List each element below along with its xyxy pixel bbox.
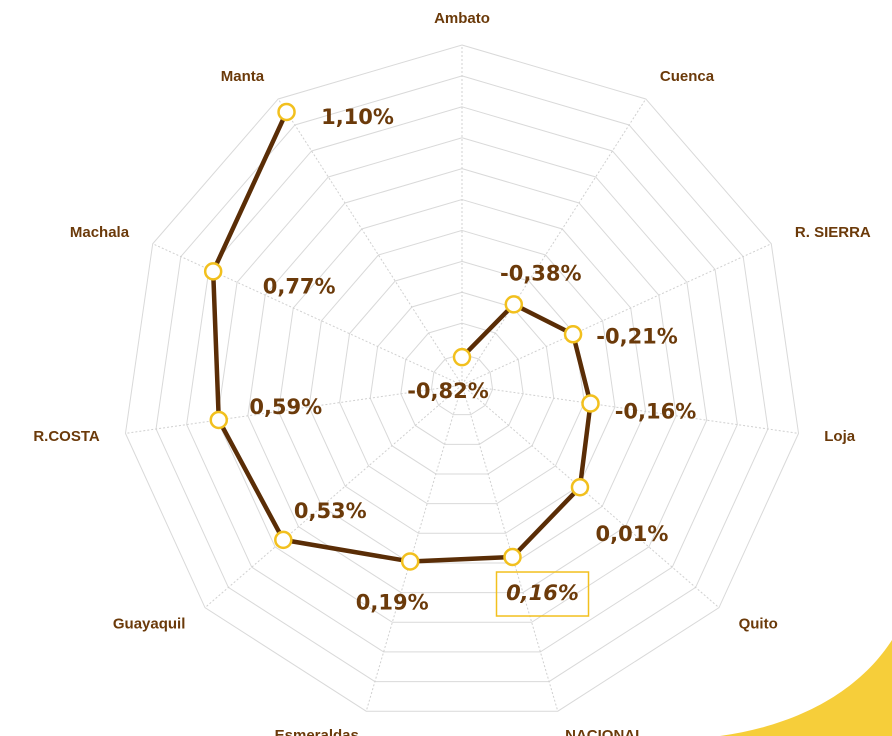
value-label: 0,59% [249,395,322,419]
value-label: 1,10% [321,105,394,129]
value-label: -0,21% [596,324,678,348]
marker [503,547,522,567]
category-label: Machala [70,224,130,241]
category-label: Manta [221,68,265,85]
value-label: 0,53% [294,499,367,523]
spoke [277,98,463,386]
value-label: 0,16% [506,581,579,605]
spoke [461,98,647,386]
spoke [461,243,772,386]
value-label: 0,77% [263,274,336,298]
grid-ring [430,353,494,416]
category-label: Quito [739,616,778,633]
spoke [461,384,559,712]
value-label: 0,19% [356,590,429,614]
series-line [210,111,593,564]
spoke [461,384,799,434]
marker [581,394,600,413]
spoke [365,384,463,712]
highlight-box [495,571,590,617]
category-label: NACIONAL [565,727,644,736]
category-label: R.COSTA [33,428,100,445]
spoke [204,384,463,609]
grid-ring [186,106,738,653]
value-label: -0,38% [500,261,582,285]
grid-ring [247,168,677,594]
grid-ring [155,75,769,683]
decoration [720,640,892,736]
marker [504,295,524,314]
grid-ring [277,199,647,564]
marker [400,552,420,571]
grid-ring [400,322,524,445]
marker [570,477,590,497]
value-label: -0,82% [407,379,489,403]
spoke [125,384,463,434]
marker [277,102,296,122]
marker [209,410,229,430]
grid-ring [339,260,585,505]
marker [452,347,472,367]
category-label: R. SIERRA [795,224,871,241]
marker [274,530,293,550]
grid-ring [124,44,800,712]
category-label: Cuenca [660,68,715,85]
value-label: 0,01% [596,522,669,546]
grid-ring [308,229,616,534]
category-label: Loja [824,428,855,445]
spoke [461,384,720,609]
grid-ring [369,291,555,475]
category-label: Ambato [434,10,490,27]
grid-ring [216,137,708,623]
category-label: Guayaquil [113,616,186,633]
category-label: Esmeraldas [275,727,359,736]
spoke [152,243,463,386]
marker [563,325,583,344]
marker [203,262,223,281]
value-label: -0,16% [615,399,697,423]
